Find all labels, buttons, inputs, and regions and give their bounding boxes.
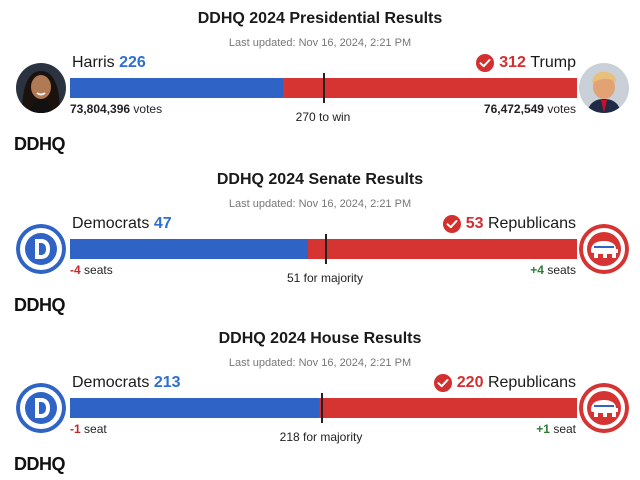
dem-segment bbox=[70, 78, 283, 98]
threshold-label: 51 for majority bbox=[286, 271, 364, 285]
seat-change-left: -4 seats bbox=[70, 263, 113, 277]
vote-count: 76,472,549 bbox=[483, 102, 544, 116]
vote-count: 73,804,396 bbox=[70, 102, 131, 116]
result-bar bbox=[70, 78, 577, 98]
threshold-label: 270 to win bbox=[295, 110, 351, 124]
rep-segment bbox=[283, 78, 577, 98]
seat-change: -1 bbox=[70, 422, 81, 436]
democrat-logo-icon bbox=[16, 224, 66, 274]
trump-label: 312 Trump bbox=[476, 54, 576, 72]
candidate-name: Trump bbox=[530, 54, 576, 71]
candidate-name: Harris bbox=[72, 54, 115, 71]
presidential-results: DDHQ 2024 Presidential Results Last upda… bbox=[0, 0, 640, 160]
harris-label: Harris 226 bbox=[72, 54, 146, 72]
seat-change-left: -1 seat bbox=[70, 422, 107, 436]
seat-count: 53 bbox=[465, 215, 484, 232]
democrat-logo-icon bbox=[16, 383, 66, 433]
seat-change-right: +1 seat bbox=[536, 422, 576, 436]
party-name: Republicans bbox=[487, 215, 576, 232]
popular-vote-right: 76,472,549 votes bbox=[484, 102, 576, 116]
dem-segment bbox=[70, 398, 319, 418]
seat-change-label: seat bbox=[553, 422, 576, 436]
senate-results: DDHQ 2024 Senate Results Last updated: N… bbox=[0, 161, 640, 321]
threshold-marker bbox=[321, 393, 323, 423]
electoral-count: 312 bbox=[499, 54, 526, 71]
seat-change: +1 bbox=[536, 422, 550, 436]
winner-check-icon bbox=[433, 374, 452, 392]
threshold-marker bbox=[323, 73, 325, 103]
trump-portrait-icon bbox=[579, 63, 629, 113]
result-bar bbox=[70, 398, 577, 418]
electoral-count: 226 bbox=[119, 54, 146, 71]
rep-segment bbox=[308, 239, 577, 259]
democrats-label: Democrats 213 bbox=[72, 374, 181, 392]
seat-change: +4 bbox=[530, 263, 544, 277]
democrats-label: Democrats 47 bbox=[72, 215, 172, 233]
last-updated: Last updated: Nov 16, 2024, 2:21 PM bbox=[228, 198, 412, 210]
winner-check-icon bbox=[476, 54, 495, 72]
seat-change-label: seat bbox=[84, 422, 107, 436]
last-updated: Last updated: Nov 16, 2024, 2:21 PM bbox=[228, 37, 412, 49]
vote-label: votes bbox=[547, 102, 576, 116]
republican-elephant-icon bbox=[579, 224, 629, 274]
popular-vote-left: 73,804,396 votes bbox=[70, 102, 162, 116]
seat-count: 47 bbox=[153, 215, 172, 232]
republican-elephant-icon bbox=[579, 383, 629, 433]
rep-segment bbox=[319, 398, 577, 418]
vote-label: votes bbox=[133, 102, 163, 116]
dem-segment bbox=[70, 239, 308, 259]
seat-count: 213 bbox=[153, 374, 181, 391]
ddhq-logo: DDHQ bbox=[14, 295, 66, 315]
seat-count: 220 bbox=[456, 374, 484, 391]
party-name: Democrats bbox=[72, 374, 150, 391]
seat-change-label: seats bbox=[547, 263, 576, 277]
seat-change-label: seats bbox=[84, 263, 113, 277]
harris-portrait-icon bbox=[16, 63, 66, 113]
house-results: DDHQ 2024 House Results Last updated: No… bbox=[0, 320, 640, 480]
section-title: DDHQ 2024 Presidential Results bbox=[197, 10, 443, 27]
party-name: Republicans bbox=[487, 374, 576, 391]
threshold-label: 218 for majority bbox=[279, 430, 363, 444]
section-title: DDHQ 2024 House Results bbox=[218, 330, 422, 347]
republicans-label: 53 Republicans bbox=[442, 215, 576, 233]
threshold-marker bbox=[325, 234, 327, 264]
winner-check-icon bbox=[442, 215, 461, 233]
section-title: DDHQ 2024 Senate Results bbox=[216, 171, 424, 188]
ddhq-logo: DDHQ bbox=[14, 454, 66, 474]
last-updated: Last updated: Nov 16, 2024, 2:21 PM bbox=[228, 357, 412, 369]
ddhq-logo: DDHQ bbox=[14, 134, 66, 154]
republicans-label: 220 Republicans bbox=[433, 374, 576, 392]
seat-change-right: +4 seats bbox=[530, 263, 576, 277]
seat-change: -4 bbox=[70, 263, 81, 277]
result-bar bbox=[70, 239, 577, 259]
party-name: Democrats bbox=[72, 215, 150, 232]
